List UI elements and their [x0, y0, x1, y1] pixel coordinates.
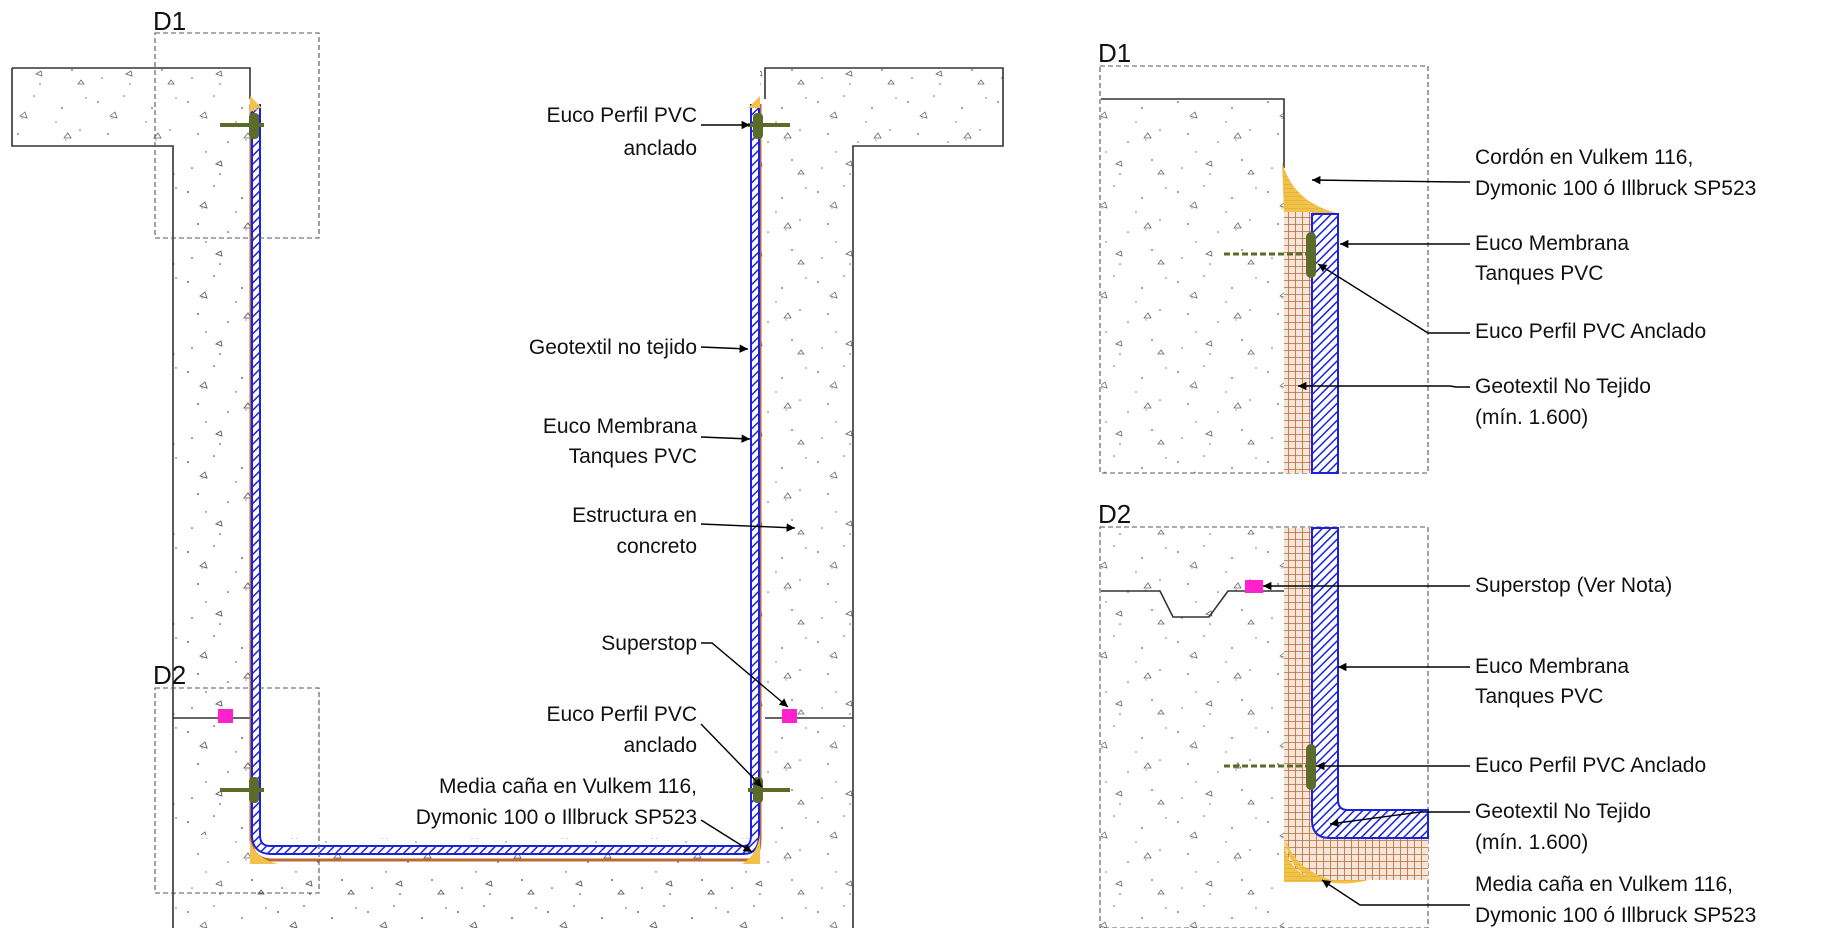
d2-label-geotextil-2: (mín. 1.600) — [1475, 831, 1588, 854]
d2-anchor-profile — [1306, 744, 1316, 790]
concrete-outline-right — [764, 67, 1004, 928]
detail-d2-frame — [1099, 526, 1429, 928]
label-euco-perfil-bottom: Euco Perfil PVC — [546, 703, 697, 726]
superstop-left — [218, 709, 233, 723]
label-euco-perfil-bottom-2: anclado — [623, 734, 697, 757]
d2-superstop — [1245, 580, 1263, 593]
anchor-profile-left-top — [220, 113, 264, 139]
d1-concrete — [1101, 99, 1284, 473]
d1-label-geotextil-2: (mín. 1.600) — [1475, 406, 1588, 429]
concrete-outline-left — [11, 67, 251, 928]
label-estructura: Estructura en — [572, 504, 697, 527]
d1-leader-lines — [1298, 175, 1470, 391]
d1-label-membrana-2: Tanques PVC — [1475, 262, 1603, 285]
detail-tag-d1: D1 — [153, 6, 186, 36]
detail-box-d2 — [154, 687, 320, 894]
sealant-cord-top-left — [250, 96, 262, 112]
d1-anchor-profile — [1306, 232, 1316, 278]
d1-label-cordon: Cordón en Vulkem 116, — [1475, 146, 1693, 169]
label-geotextil: Geotextil no tejido — [529, 336, 697, 359]
d1-label-membrana: Euco Membrana — [1475, 232, 1629, 255]
d1-sealant-cord — [1282, 162, 1340, 214]
d2-label-media-cana: Media caña en Vulkem 116, — [1475, 873, 1733, 896]
label-euco-perfil-top-2: anclado — [623, 137, 697, 160]
anchor-profile-right-top — [748, 113, 790, 139]
concrete-slab — [250, 860, 760, 928]
sealant-cord-top-right — [748, 96, 760, 108]
d2-label-superstop: Superstop (Ver Nota) — [1475, 574, 1672, 597]
concrete-structure — [173, 141, 250, 835]
d1-label-geotextil: Geotextil No Tejido — [1475, 375, 1651, 398]
label-media-cana: Media caña en Vulkem 116, — [439, 775, 697, 798]
d1-label-cordon-2: Dymonic 100 ó Illbruck SP523 — [1475, 177, 1756, 200]
main-section: D1 D2 Euco Perfil PVC anclado Geotextil … — [11, 6, 1004, 928]
label-membrana: Euco Membrana — [543, 415, 697, 438]
anchor-profile-left-bottom — [220, 777, 264, 803]
detail-tag-d1-right: D1 — [1098, 38, 1131, 68]
d2-concrete — [1101, 528, 1284, 928]
d2-label-membrana-2: Tanques PVC — [1475, 685, 1603, 708]
d2-geotextile — [1284, 528, 1428, 880]
d2-sealant-cove — [1284, 830, 1368, 884]
d2-construction-joint — [1101, 590, 1284, 618]
label-membrana-2: Tanques PVC — [569, 445, 697, 468]
detail-box-d1 — [154, 32, 320, 239]
d2-label-geotextil: Geotextil No Tejido — [1475, 800, 1651, 823]
label-euco-perfil-top: Euco Perfil PVC — [546, 104, 697, 127]
d2-label-membrana: Euco Membrana — [1475, 655, 1629, 678]
label-estructura-2: concreto — [616, 535, 697, 558]
d2-leader-lines — [1263, 581, 1470, 906]
detail-d1: D1 Cordón en Vulkem 116, Dymonic 100 ó I… — [1098, 38, 1756, 474]
sealant-cove-right — [742, 834, 760, 864]
d1-membrane — [1311, 213, 1339, 474]
d2-label-media-cana-2: Dymonic 100 ó Illbruck SP523 — [1475, 904, 1756, 927]
detail-d2: D2 Superstop (Ver Nota) Euco Membrana Ta… — [1098, 499, 1756, 928]
concrete-structure — [173, 68, 1003, 928]
detail-tag-d2: D2 — [153, 660, 186, 690]
d2-label-perfil: Euco Perfil PVC Anclado — [1475, 754, 1706, 777]
sealant-cove-left — [250, 838, 278, 864]
d1-label-perfil: Euco Perfil PVC Anclado — [1475, 320, 1706, 343]
leader-lines-main — [700, 120, 796, 853]
label-media-cana-2: Dymonic 100 o Illbruck SP523 — [416, 806, 697, 829]
detail-tag-d2-right: D2 — [1098, 499, 1131, 529]
superstop-right — [782, 709, 797, 723]
d1-concrete-outline — [1101, 98, 1285, 168]
label-superstop: Superstop — [601, 632, 697, 655]
d2-membrane — [1311, 527, 1429, 839]
